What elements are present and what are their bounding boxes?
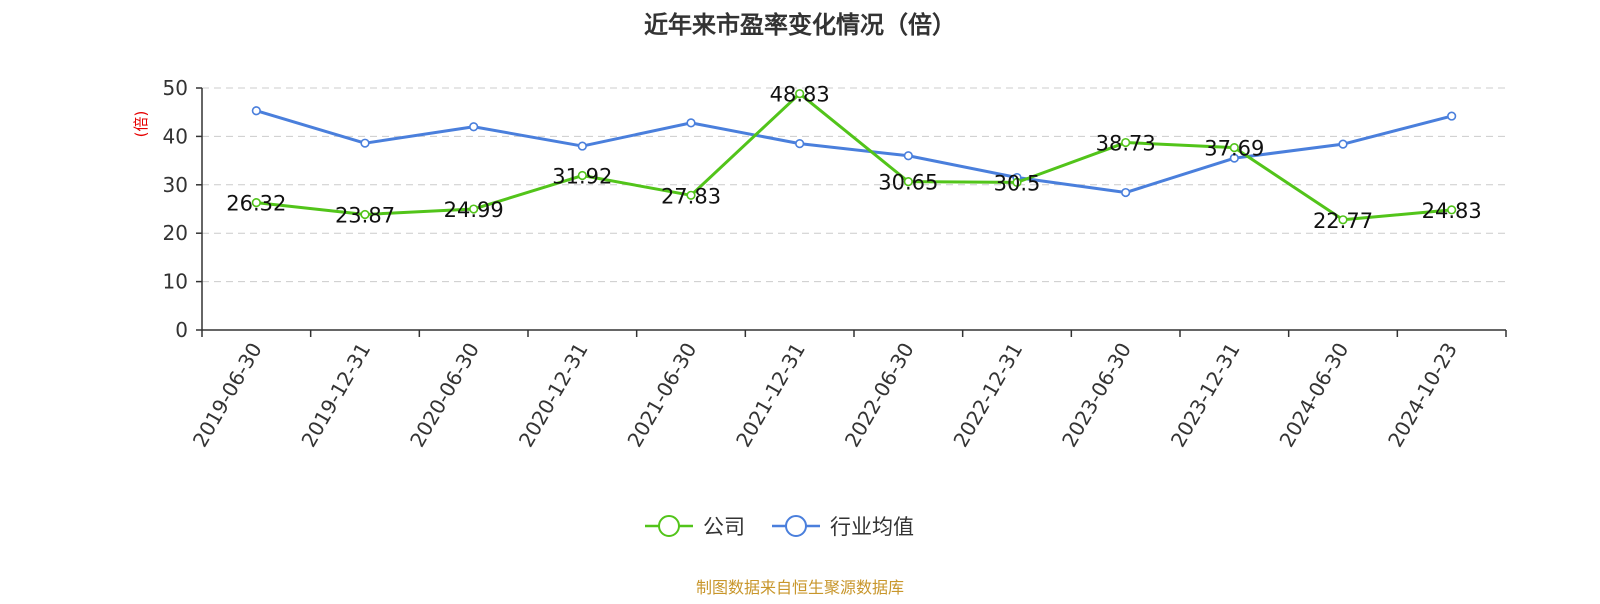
data-point-series-1[interactable] bbox=[1447, 111, 1457, 121]
data-point-series-0[interactable] bbox=[686, 190, 696, 200]
legend-label: 行业均值 bbox=[830, 515, 914, 539]
data-point-series-0[interactable] bbox=[577, 170, 587, 181]
y-tick-label: 40 bbox=[163, 124, 188, 148]
data-label: 22.77 bbox=[1313, 209, 1373, 233]
axes: 0 10 20 30 40 50 2019-06-30 2019-12-31 2020-06-3… bbox=[163, 76, 1507, 452]
data-label: 38.73 bbox=[1096, 132, 1156, 156]
data-point-series-1[interactable] bbox=[686, 118, 696, 128]
grid-lines bbox=[202, 87, 1506, 283]
legend-circle-marker bbox=[785, 515, 807, 537]
data-label: 30.5 bbox=[994, 171, 1041, 195]
x-tick-label: 2023-06-30 bbox=[1057, 339, 1136, 452]
data-point-series-0[interactable] bbox=[795, 89, 805, 99]
data-point-series-1[interactable] bbox=[795, 139, 805, 149]
y-tick-label: 30 bbox=[163, 173, 188, 197]
y-tick-label: 20 bbox=[163, 221, 188, 245]
x-tick-label: 2024-10-23 bbox=[1383, 339, 1462, 452]
x-tick-label: 2024-06-30 bbox=[1274, 339, 1353, 452]
data-point-series-0[interactable] bbox=[360, 209, 370, 220]
data-label: 48.83 bbox=[770, 83, 830, 107]
data-point-series-1[interactable] bbox=[251, 106, 261, 116]
data-label: 24.83 bbox=[1422, 199, 1482, 223]
data-label: 37.69 bbox=[1204, 137, 1264, 161]
data-label: 30.65 bbox=[878, 171, 938, 195]
data-point-series-1[interactable] bbox=[1229, 153, 1239, 163]
data-point-series-0[interactable] bbox=[1121, 137, 1131, 148]
data-point-series-0[interactable] bbox=[251, 198, 261, 208]
data-point-series-0[interactable] bbox=[1447, 205, 1457, 215]
data-point-series-0[interactable] bbox=[1229, 142, 1239, 153]
data-point-series-1[interactable] bbox=[360, 138, 370, 148]
x-tick-label: 2021-06-30 bbox=[622, 339, 701, 452]
legend-label: 公司 bbox=[703, 515, 745, 539]
data-label: 24.99 bbox=[444, 198, 504, 222]
x-tick-label: 2021-12-31 bbox=[731, 339, 810, 452]
x-tick-label: 2022-12-31 bbox=[948, 339, 1027, 452]
source-note: 制图数据来自恒生聚源数据库 bbox=[696, 578, 904, 597]
data-point-series-1[interactable] bbox=[469, 122, 479, 132]
x-tick-label: 2019-12-31 bbox=[296, 339, 375, 452]
x-tick-label: 2022-06-30 bbox=[840, 339, 919, 452]
data-point-series-0[interactable] bbox=[1012, 177, 1022, 187]
y-tick-label: 10 bbox=[163, 270, 188, 294]
y-tick-label: 0 bbox=[175, 318, 188, 342]
data-point-series-1[interactable] bbox=[1338, 139, 1348, 149]
data-label: 23.87 bbox=[335, 203, 395, 227]
data-labels: 26.32 23.87 24.99 31.92 27.83 48.83 30.65 30.5 3… bbox=[226, 83, 1481, 233]
x-tick-label: 2023-12-31 bbox=[1166, 339, 1245, 452]
legend-item-1[interactable]: 行业均值 bbox=[772, 515, 914, 539]
x-tick-label: 2020-06-30 bbox=[405, 339, 484, 452]
data-point-series-1[interactable] bbox=[1121, 187, 1131, 198]
series-lines bbox=[251, 89, 1457, 225]
y-tick-label: 50 bbox=[163, 76, 188, 100]
data-point-series-0[interactable] bbox=[469, 204, 479, 214]
data-point-series-1[interactable] bbox=[577, 141, 587, 151]
y-axis-unit-label: (倍) bbox=[132, 111, 150, 138]
legend: 公司 行业均值 bbox=[645, 515, 914, 539]
data-point-series-0[interactable] bbox=[903, 177, 913, 187]
x-tick-label: 2019-06-30 bbox=[188, 339, 267, 452]
data-label: 31.92 bbox=[552, 165, 612, 189]
chart-title: 近年来市盈率变化情况（倍） bbox=[644, 11, 956, 39]
legend-item-0[interactable]: 公司 bbox=[645, 515, 745, 539]
data-point-series-0[interactable] bbox=[1338, 215, 1348, 225]
legend-circle-marker bbox=[658, 515, 680, 537]
data-point-series-1[interactable] bbox=[903, 151, 913, 161]
data-label: 27.83 bbox=[661, 184, 721, 208]
data-label: 26.32 bbox=[226, 192, 286, 216]
series-line-0 bbox=[256, 92, 1452, 222]
series-line-1 bbox=[255, 109, 1453, 195]
x-tick-label: 2020-12-31 bbox=[514, 339, 593, 452]
